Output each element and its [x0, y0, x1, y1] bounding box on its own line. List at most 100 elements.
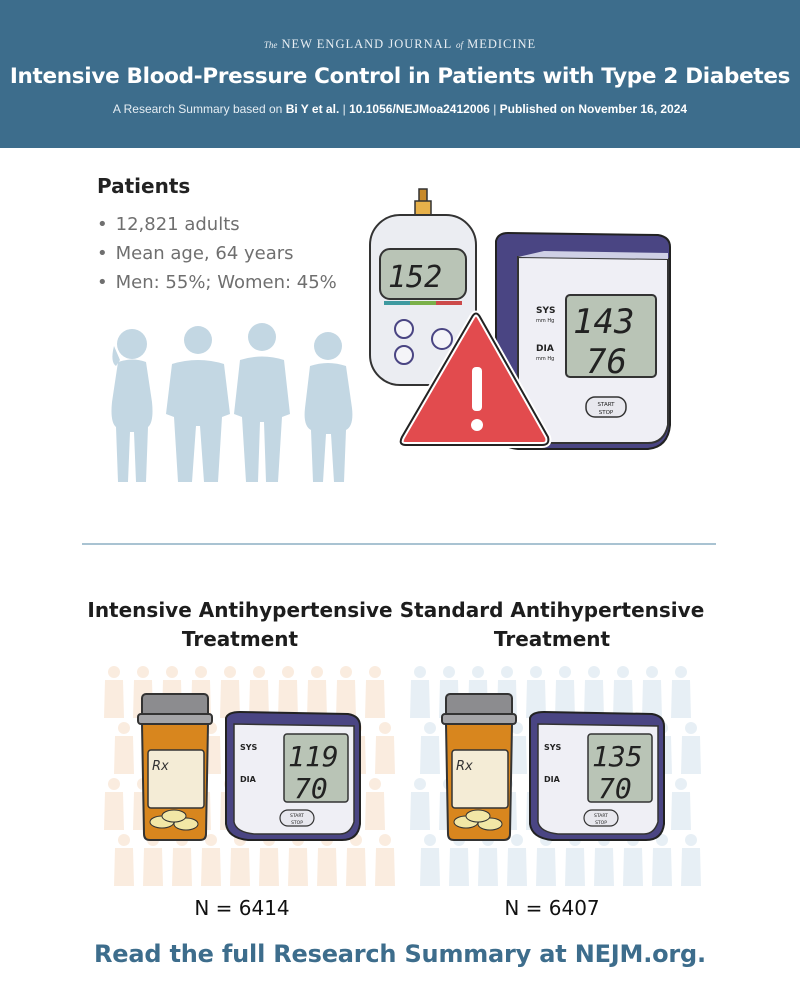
journal-masthead: The NEW ENGLAND JOURNAL of MEDICINE — [263, 37, 537, 51]
crowd-person-icon — [379, 834, 391, 846]
crowd-person-icon — [336, 680, 356, 718]
list-item: Mean age, 64 years — [97, 243, 337, 272]
header-banner: The NEW ENGLAND JOURNAL of MEDICINE Inte… — [0, 0, 800, 148]
crowd-person-icon — [681, 736, 701, 774]
crowd-person-icon — [565, 848, 585, 886]
svg-text:mm Hg: mm Hg — [536, 356, 554, 362]
crowd-person-icon — [311, 666, 323, 678]
crowd-person-icon — [507, 848, 527, 886]
bp-sys-reading: 143 — [573, 302, 634, 342]
crowd-person-icon — [555, 680, 575, 718]
patients-heading: Patients — [97, 174, 191, 198]
bp-dia-reading: 70 — [294, 772, 328, 805]
crowd-person-icon — [656, 834, 668, 846]
crowd-person-icon — [375, 736, 395, 774]
crowd-person-icon — [588, 666, 600, 678]
woman-silhouette-icon — [304, 332, 353, 482]
svg-text:SYS: SYS — [536, 306, 555, 316]
doi-link[interactable]: 10.1056/NEJMoa2412006 — [349, 102, 490, 116]
crowd-person-icon — [536, 848, 556, 886]
crowd-person-icon — [623, 848, 643, 886]
crowd-person-icon — [478, 848, 498, 886]
crowd-person-icon — [685, 722, 697, 734]
page-title: Intensive Blood-Pressure Control in Pati… — [9, 64, 791, 89]
page-subtitle: A Research Summary based on Bi Y et al. … — [112, 102, 688, 116]
crowd-person-icon — [685, 834, 697, 846]
crowd-person-icon — [526, 680, 546, 718]
man-silhouette-icon — [166, 326, 230, 482]
crowd-person-icon — [671, 680, 691, 718]
authors-link[interactable]: Bi Y et al. — [285, 102, 340, 116]
crowd-person-icon — [410, 792, 430, 830]
crowd-person-icon — [220, 680, 240, 718]
crowd-person-icon — [137, 666, 149, 678]
crowd-person-icon — [424, 834, 436, 846]
crowd-person-icon — [652, 848, 672, 886]
crowd-person-icon — [288, 848, 308, 886]
crowd-person-icon — [201, 848, 221, 886]
device-illustration: SYS mm Hg DIA mm Hg 143 76 START STOP 15… — [369, 188, 671, 450]
list-item: Men: 55%; Women: 45% — [97, 272, 337, 301]
crowd-person-icon — [617, 666, 629, 678]
crowd-person-icon — [472, 666, 484, 678]
svg-text:SYS: SYS — [240, 743, 258, 752]
crowd-person-icon — [369, 778, 381, 790]
crowd-person-icon — [559, 666, 571, 678]
crowd-person-icon — [224, 666, 236, 678]
svg-text:STOP: STOP — [595, 820, 607, 826]
glucose-reading: 152 — [388, 260, 442, 295]
man-silhouette-icon — [234, 323, 290, 482]
sample-size-standard: N = 6407 — [504, 896, 600, 920]
crowd-person-icon — [671, 792, 691, 830]
crowd-person-icon — [511, 834, 523, 846]
pill-bottle-icon: Rx — [137, 693, 213, 841]
svg-text:SYS: SYS — [544, 743, 562, 752]
crowd-person-icon — [642, 680, 662, 718]
bp-dia-reading: 76 — [586, 342, 627, 382]
crowd-person-icon — [584, 680, 604, 718]
crowd-person-icon — [501, 666, 513, 678]
crowd-person-icon — [420, 736, 440, 774]
crowd-person-icon — [410, 680, 430, 718]
crowd-person-icon — [253, 666, 265, 678]
crowd-person-icon — [365, 792, 385, 830]
crowd-person-icon — [172, 848, 192, 886]
svg-text:DIA: DIA — [240, 775, 257, 784]
crowd-person-icon — [282, 666, 294, 678]
crowd-person-icon — [230, 848, 250, 886]
crowd-person-icon — [675, 778, 687, 790]
crowd-person-icon — [114, 736, 134, 774]
crowd-person-icon — [249, 680, 269, 718]
svg-text:STOP: STOP — [599, 410, 614, 416]
svg-text:STOP: STOP — [291, 820, 303, 826]
crowd-person-icon — [143, 848, 163, 886]
woman-silhouette-icon — [111, 329, 153, 482]
bp-sys-reading: 119 — [288, 740, 339, 773]
crowd-person-icon — [594, 848, 614, 886]
svg-text:START: START — [594, 813, 608, 819]
patients-list: 12,821 adults Mean age, 64 years Men: 55… — [97, 214, 337, 301]
crowd-person-icon — [278, 680, 298, 718]
crowd-person-icon — [646, 666, 658, 678]
published-date: Published on November 16, 2024 — [499, 102, 688, 116]
svg-text:DIA: DIA — [544, 775, 561, 784]
footer-link[interactable]: Read the full Research Summary at NEJM.o… — [94, 940, 706, 968]
bp-monitor-icon: SYS DIA 119 70 START STOP — [225, 710, 361, 841]
crowd-person-icon — [114, 848, 134, 886]
warning-triangle-icon — [397, 310, 552, 448]
crowd-person-icon — [375, 848, 395, 886]
crowd-person-icon — [104, 680, 124, 718]
crowd-person-icon — [414, 666, 426, 678]
svg-text:Rx: Rx — [152, 759, 169, 774]
svg-text:mm Hg: mm Hg — [536, 318, 554, 324]
crowd-person-icon — [104, 792, 124, 830]
list-item: 12,821 adults — [97, 214, 337, 243]
crowd-person-icon — [449, 848, 469, 886]
patient-silhouettes — [111, 323, 353, 482]
crowd-person-icon — [511, 722, 523, 734]
pill-bottle-icon: Rx — [441, 693, 517, 841]
bp-sys-reading: 135 — [592, 740, 643, 773]
svg-text:DIA: DIA — [536, 344, 554, 354]
crowd-person-icon — [108, 778, 120, 790]
crowd-person-icon — [530, 666, 542, 678]
